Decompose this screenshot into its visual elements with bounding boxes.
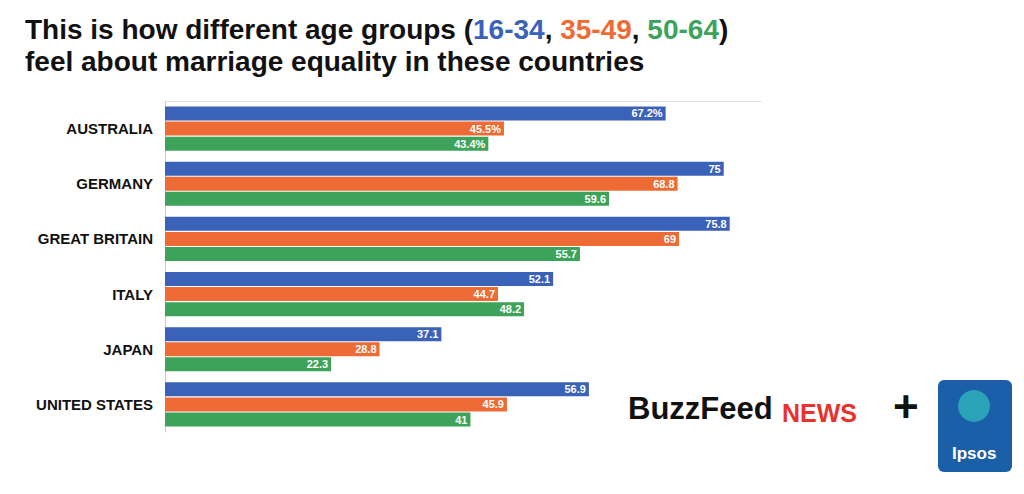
svg-text:45.5%: 45.5% [470,123,501,135]
svg-text:UNITED STATES: UNITED STATES [36,396,153,413]
svg-text:56.9: 56.9 [564,383,585,395]
svg-text:67.2%: 67.2% [631,107,662,119]
svg-text:+: + [893,382,919,431]
svg-text:41: 41 [455,414,467,426]
svg-text:48.2: 48.2 [500,303,521,315]
svg-text:35-49: 35-49 [560,14,632,45]
svg-text:44.7: 44.7 [474,288,495,300]
svg-text:AUSTRALIA: AUSTRALIA [66,120,153,137]
svg-text:feel about marriage equality i: feel about marriage equality in these co… [25,46,644,77]
svg-text:NEWS: NEWS [782,399,857,427]
svg-text:GREAT BRITAIN: GREAT BRITAIN [38,230,153,247]
svg-text:16-34: 16-34 [473,14,545,45]
svg-text:59.6: 59.6 [585,193,606,205]
svg-text:22.3: 22.3 [307,358,328,370]
svg-text:BuzzFeed: BuzzFeed [628,391,773,426]
svg-text:55.7: 55.7 [556,248,577,260]
svg-text:GERMANY: GERMANY [76,175,153,192]
svg-text:ITALY: ITALY [112,286,153,303]
svg-text:75: 75 [709,163,721,175]
svg-text:JAPAN: JAPAN [103,341,153,358]
svg-text:): ) [719,14,728,45]
svg-text:37.1: 37.1 [417,328,438,340]
svg-text:75.8: 75.8 [705,218,726,230]
svg-text:28.8: 28.8 [355,343,376,355]
svg-text:This is how different age grou: This is how different age groups ( [25,14,474,45]
svg-text:,: , [545,14,561,45]
svg-text:52.1: 52.1 [529,273,550,285]
svg-text:69: 69 [664,233,676,245]
svg-text:,: , [632,14,648,45]
svg-text:43.4%: 43.4% [454,138,485,150]
svg-text:45.9: 45.9 [483,398,504,410]
svg-text:50-64: 50-64 [647,14,719,45]
svg-text:Ipsos: Ipsos [952,444,996,463]
svg-text:68.8: 68.8 [653,178,674,190]
